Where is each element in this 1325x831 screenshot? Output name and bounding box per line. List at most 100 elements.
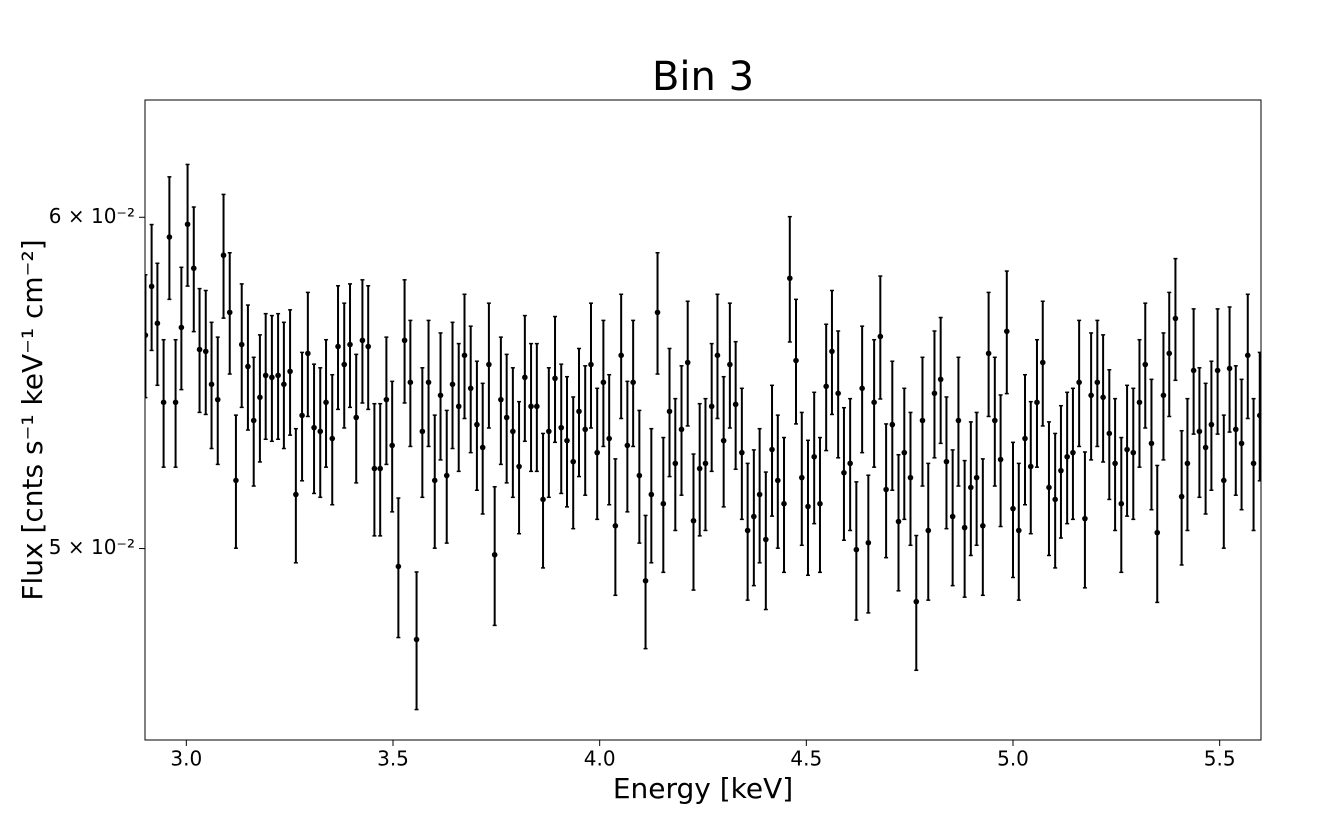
data-point: [516, 463, 522, 470]
data-point: [281, 381, 287, 388]
data-point: [1221, 477, 1227, 484]
data-point: [491, 551, 498, 558]
data-point: [853, 546, 860, 553]
data-point: [353, 414, 360, 421]
data-point: [961, 524, 968, 531]
data-point: [696, 465, 703, 472]
data-point: [1196, 428, 1203, 435]
data-point: [196, 346, 203, 353]
data-point: [847, 460, 853, 467]
data-point: [564, 437, 570, 444]
data-point: [413, 636, 420, 643]
data-point: [913, 598, 920, 605]
data-point: [311, 424, 317, 431]
data-point: [1118, 500, 1125, 507]
data-point: [371, 465, 378, 472]
data-point: [1124, 446, 1130, 453]
x-tick-label: 4.0: [584, 747, 616, 771]
data-point: [823, 383, 829, 390]
x-tick-label: 4.5: [790, 747, 822, 771]
data-point: [1034, 399, 1040, 406]
data-point: [262, 372, 269, 379]
data-point: [431, 477, 438, 484]
plot-area: [145, 163, 1261, 711]
data-point: [931, 390, 938, 397]
data-point: [1202, 444, 1209, 451]
data-point: [1154, 529, 1161, 536]
data-point: [389, 442, 395, 449]
data-point: [1250, 460, 1257, 467]
x-axis-label: Energy [keV]: [613, 772, 793, 805]
data-point: [919, 417, 926, 424]
data-point: [949, 513, 956, 520]
data-point: [1064, 453, 1070, 460]
data-point: [1015, 527, 1022, 534]
data-point: [214, 396, 221, 403]
data-point: [1010, 505, 1016, 512]
data-point: [323, 399, 329, 406]
data-point: [1106, 430, 1113, 437]
data-point: [968, 484, 974, 491]
data-point: [359, 337, 366, 344]
data-point: [145, 332, 149, 338]
data-point: [1052, 496, 1058, 503]
data-point: [365, 343, 372, 350]
data-point: [678, 426, 685, 433]
data-point: [474, 421, 480, 428]
data-point: [570, 458, 577, 465]
data-point: [166, 234, 173, 240]
data-point: [877, 333, 884, 340]
data-point: [1238, 440, 1245, 447]
data-point: [220, 252, 227, 259]
data-point: [811, 453, 817, 460]
data-point: [238, 341, 245, 348]
data-point: [305, 350, 311, 357]
data-point: [1244, 352, 1251, 359]
data-point: [648, 491, 655, 498]
data-point: [937, 376, 944, 383]
plot-frame: [144, 99, 1262, 741]
data-point: [606, 435, 612, 442]
data-point: [552, 375, 558, 382]
data-point: [859, 385, 865, 392]
data-point: [684, 359, 691, 366]
data-point: [184, 221, 191, 228]
y-axis-label: Flux [cnts s⁻¹ keV⁻¹ cm⁻²]: [16, 239, 49, 600]
data-point: [841, 469, 847, 476]
data-point: [479, 444, 486, 451]
data-point: [395, 563, 402, 570]
data-point: [425, 379, 432, 386]
data-point: [329, 435, 336, 442]
data-point: [245, 363, 251, 370]
data-point: [1148, 440, 1155, 447]
data-point: [437, 392, 444, 399]
data-point: [805, 503, 811, 510]
data-point: [672, 460, 679, 467]
data-point: [980, 523, 986, 529]
data-point: [443, 472, 450, 479]
data-point: [907, 474, 914, 481]
x-tick-label: 3.5: [377, 747, 409, 771]
data-point: [293, 491, 299, 498]
data-point: [901, 449, 908, 456]
data-point: [1058, 467, 1064, 474]
data-point: [275, 372, 281, 379]
data-point: [793, 357, 799, 364]
data-point: [594, 449, 600, 456]
data-point: [769, 446, 775, 453]
data-point: [257, 394, 263, 401]
data-point: [233, 477, 239, 484]
data-point: [522, 374, 528, 381]
data-point: [1160, 392, 1167, 399]
data-point: [1232, 426, 1239, 433]
data-point: [299, 412, 305, 419]
data-point: [341, 361, 348, 368]
data-point: [739, 449, 745, 456]
data-point: [576, 408, 582, 415]
data-point: [1136, 399, 1143, 406]
data-point: [775, 477, 781, 484]
y-tick-label: 6 × 10⁻²: [49, 204, 135, 228]
data-point: [744, 527, 751, 534]
data-point: [588, 361, 594, 368]
data-point: [178, 324, 185, 331]
